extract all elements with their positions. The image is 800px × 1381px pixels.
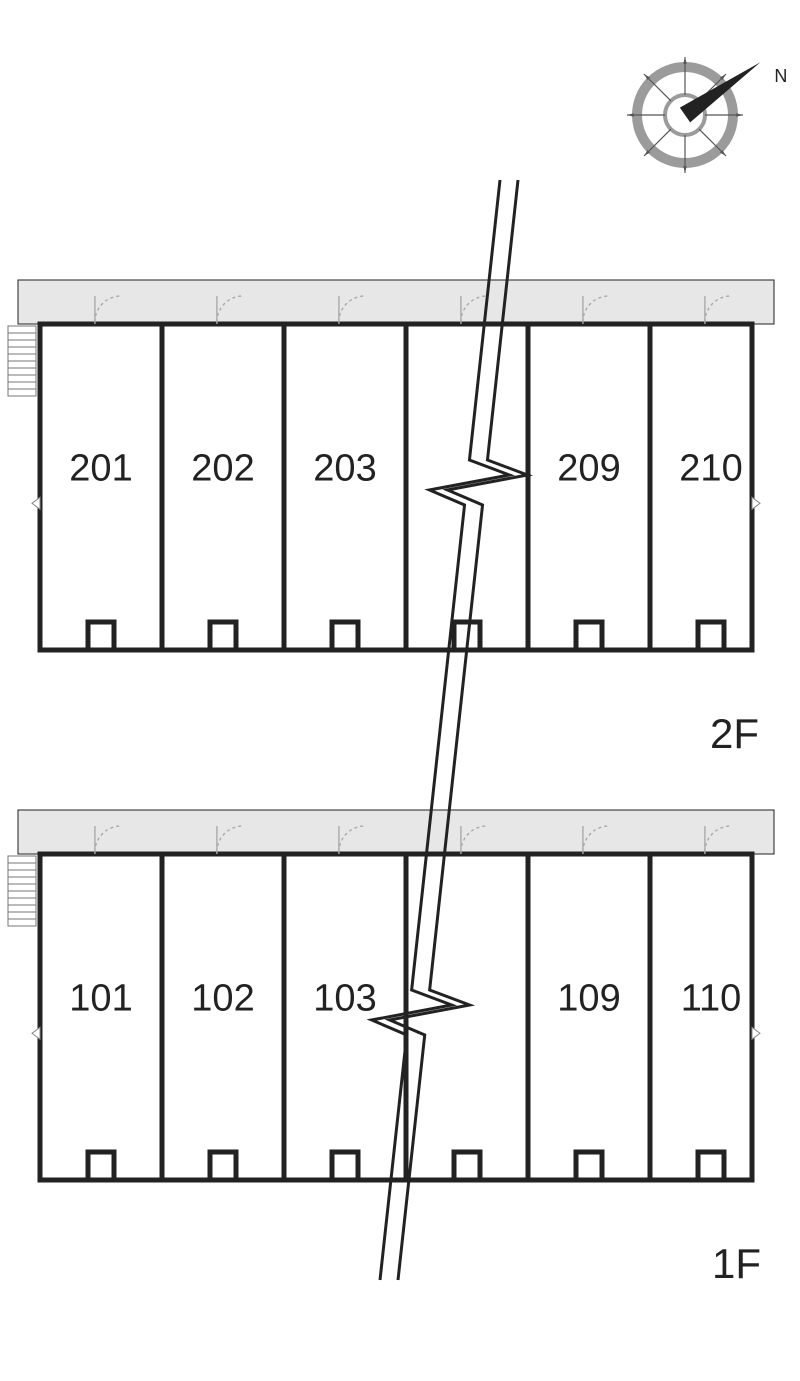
floor-1F: 101 102 103 109 110 bbox=[8, 810, 774, 1180]
unit-label: 209 bbox=[557, 447, 620, 489]
unit-label: 210 bbox=[679, 447, 742, 489]
unit-label: 202 bbox=[191, 447, 254, 489]
unit-label: 101 bbox=[69, 977, 132, 1019]
floor-label-1f: 1F bbox=[712, 1240, 761, 1288]
floorplan-canvas: N 201 202 203 209 210 101 102 103 109 110 2F 1F bbox=[0, 0, 800, 1376]
unit-label: 203 bbox=[313, 447, 376, 489]
floorplan-svg: N 201 202 203 209 210 101 102 103 109 110 bbox=[0, 0, 800, 1376]
unit-label: 110 bbox=[681, 977, 742, 1019]
unit-label: 103 bbox=[313, 977, 376, 1019]
compass-n-label: N bbox=[774, 66, 787, 86]
stairs-icon bbox=[8, 326, 36, 396]
floor-label-2f: 2F bbox=[710, 710, 759, 758]
floor-2F: 201 202 203 209 210 bbox=[8, 280, 774, 650]
unit-label: 201 bbox=[69, 447, 132, 489]
stairs-icon bbox=[8, 856, 36, 926]
unit-label: 102 bbox=[191, 977, 254, 1019]
unit-label: 109 bbox=[557, 977, 620, 1019]
compass-icon: N bbox=[627, 57, 787, 173]
